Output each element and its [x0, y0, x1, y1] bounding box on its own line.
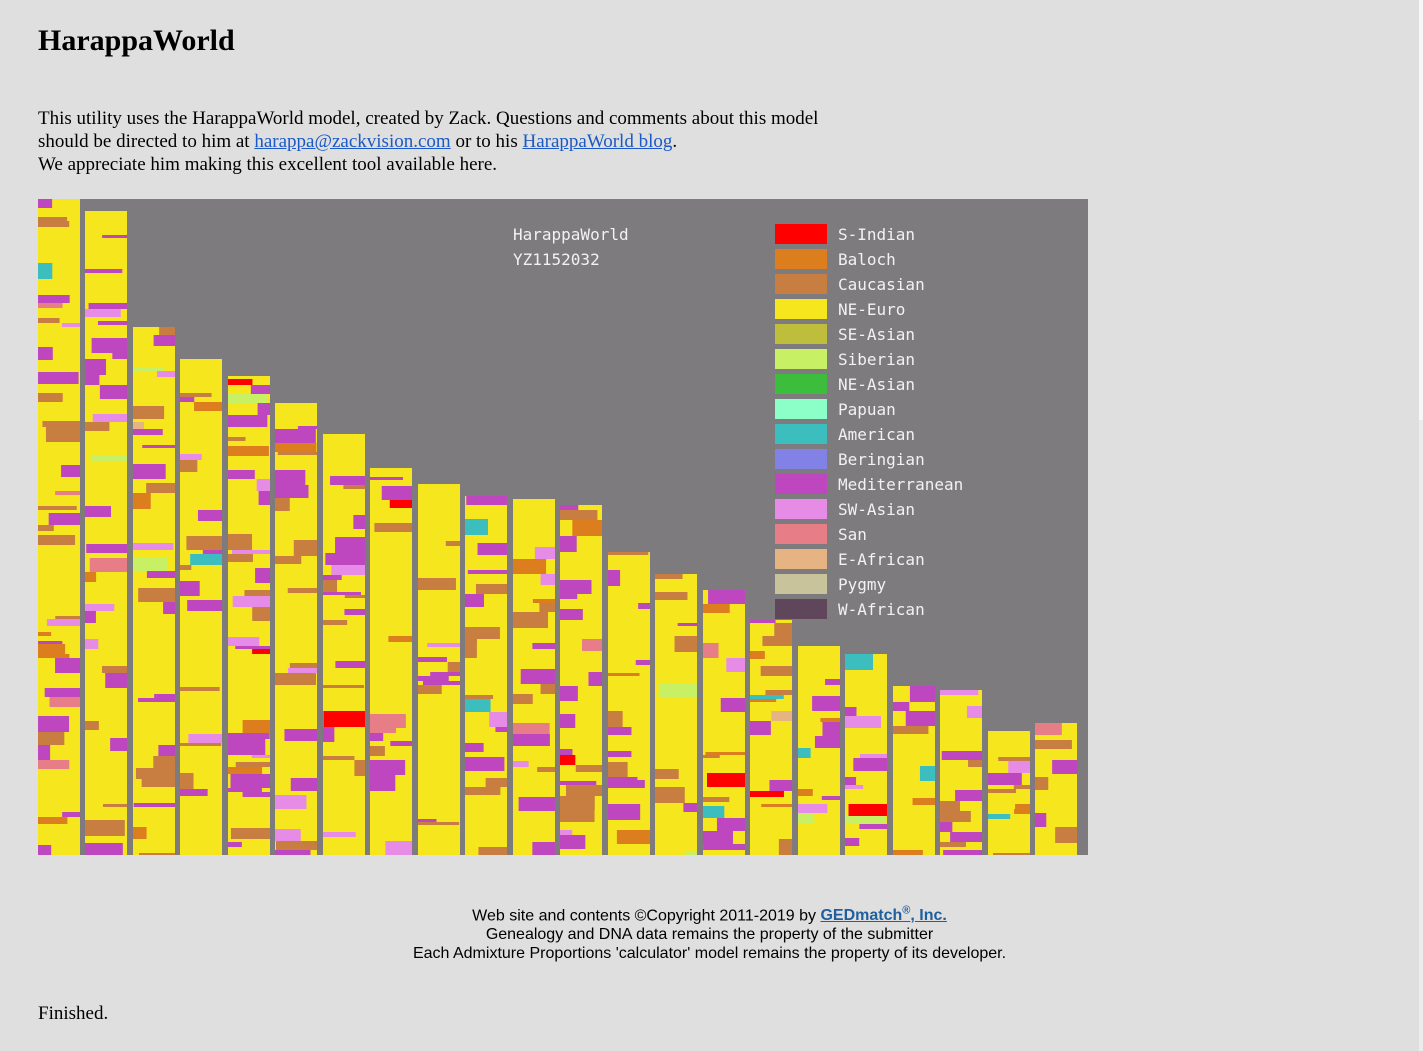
chromosome-10 [465, 496, 507, 855]
legend-swatch-caucasian [775, 274, 827, 294]
chromosome-20 [940, 690, 982, 855]
intro-line-2-post: . [672, 131, 678, 152]
chromosome-1 [38, 199, 80, 855]
chromosome-2 [85, 211, 127, 855]
legend-swatch-w-african [775, 599, 827, 619]
chromosome-6 [275, 403, 317, 855]
legend-swatch-ne-asian [775, 374, 827, 394]
chromosome-7 [323, 434, 365, 855]
chromosome-12 [560, 505, 602, 855]
legend-swatch-american [775, 424, 827, 444]
chromosome-15 [703, 590, 745, 855]
legend-label-siberian: Siberian [838, 350, 915, 369]
legend-label-e-african: E-African [838, 550, 925, 569]
legend-label-beringian: Beringian [838, 450, 925, 469]
registered-mark: ® [902, 905, 911, 917]
scrollbar-track[interactable] [1419, 0, 1423, 1051]
legend-label-s-indian: S-Indian [838, 225, 915, 244]
chromosome-17 [798, 646, 840, 855]
legend-label-san: San [838, 525, 867, 544]
scrollbar-thumb[interactable] [1419, 0, 1423, 420]
legend-swatch-siberian [775, 349, 827, 369]
legend-swatch-papuan [775, 399, 827, 419]
legend-swatch-sw-asian [775, 499, 827, 519]
intro-line-3: We appreciate him making this excellent … [38, 154, 498, 175]
status-finished: Finished. [38, 1003, 109, 1024]
legend-swatch-se-asian [775, 324, 827, 344]
legend-swatch-pygmy [775, 574, 827, 594]
copyright-text: Web site and contents ©Copyright 2011-20… [472, 907, 821, 925]
legend-swatch-mediterranean [775, 474, 827, 494]
footer-line-3: Each Admixture Proportions 'calculator' … [412, 945, 1007, 963]
intro-line-2-mid: or to his [450, 131, 523, 152]
legend-label-pygmy: Pygmy [838, 575, 887, 594]
chromosome-4 [180, 359, 222, 855]
legend-label-baloch: Baloch [838, 250, 896, 269]
email-link[interactable]: harappa@zackvision.com [254, 131, 451, 152]
gedmatch-link[interactable]: GEDmatch®, Inc. [820, 905, 947, 925]
legend-label-w-african: W-African [838, 600, 925, 619]
admixture-chromosome-chart: HarappaWorld YZ1152032 S-Indian Baloch Cau… [38, 199, 1088, 855]
intro-line-1: This utility uses the HarappaWorld model… [38, 108, 819, 129]
legend-swatch-e-african [775, 549, 827, 569]
legend-label-ne-euro: NE-Euro [838, 300, 905, 319]
legend-label-caucasian: Caucasian [838, 275, 925, 294]
chromosome-18 [845, 654, 887, 855]
legend-label-american: American [838, 425, 915, 444]
legend-swatch-s-indian [775, 224, 827, 244]
page-title: HarappaWorld [38, 24, 235, 57]
chromosome-9 [418, 484, 460, 855]
blog-link[interactable]: HarappaWorld blog [522, 131, 673, 152]
chart-kit-id: YZ1152032 [513, 250, 600, 269]
chromosome-19 [893, 686, 935, 855]
legend-label-mediterranean: Mediterranean [838, 475, 963, 494]
chromosome-16 [750, 620, 792, 855]
chromosome-8 [370, 468, 412, 855]
intro-paragraph: This utility uses the HarappaWorld model… [38, 107, 818, 176]
chromosome-5 [228, 376, 270, 855]
legend-label-se-asian: SE-Asian [838, 325, 915, 344]
legend-label-papuan: Papuan [838, 400, 896, 419]
legend-swatch-baloch [775, 249, 827, 269]
legend-swatch-beringian [775, 449, 827, 469]
intro-line-2-pre: should be directed to him at [38, 131, 255, 152]
chromosome-13 [608, 552, 650, 855]
legend-label-ne-asian: NE-Asian [838, 375, 915, 394]
legend-swatch-ne-euro [775, 299, 827, 319]
chart-title: HarappaWorld [513, 225, 629, 244]
legend-swatch-san [775, 524, 827, 544]
chromosome-14 [655, 574, 697, 855]
chromosome-11 [513, 499, 555, 855]
gedmatch-link-label: GEDmatch [820, 907, 903, 925]
chart-legend: S-Indian Baloch Caucasian NE-Euro SE-Asian Si… [775, 224, 963, 619]
footer-line-1: Web site and contents ©Copyright 2011-20… [0, 902, 1419, 925]
footer: Web site and contents ©Copyright 2011-20… [0, 902, 1419, 963]
legend-label-sw-asian: SW-Asian [838, 500, 915, 519]
gedmatch-link-suffix: , Inc. [910, 907, 947, 925]
chromosome-3 [133, 327, 175, 855]
chromosome-21 [988, 731, 1030, 855]
chromosome-bars [38, 199, 1077, 855]
footer-line-2: Genealogy and DNA data remains the prope… [485, 926, 934, 944]
chromosome-22 [1035, 723, 1077, 855]
